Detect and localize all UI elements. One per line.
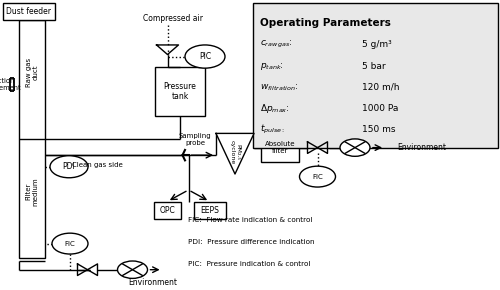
Text: $t_{pulse:}$: $t_{pulse:}$	[260, 123, 285, 136]
Text: Absolute
filter: Absolute filter	[264, 141, 295, 154]
Text: $p_{tank}$:: $p_{tank}$:	[260, 61, 284, 72]
Circle shape	[52, 233, 88, 254]
Text: OPC: OPC	[160, 206, 175, 215]
Text: $w_{filtration}$:: $w_{filtration}$:	[260, 82, 298, 93]
Bar	[155, 67, 205, 116]
Text: $c_{raw\,gas}$:: $c_{raw\,gas}$:	[260, 39, 293, 50]
Text: 5 bar: 5 bar	[362, 61, 386, 71]
Text: Operating Parameters: Operating Parameters	[260, 18, 391, 28]
Text: Compressed air: Compressed air	[142, 14, 203, 23]
Text: $\Delta p_{max}$:: $\Delta p_{max}$:	[260, 102, 290, 115]
Text: Environment: Environment	[128, 278, 177, 287]
Polygon shape	[216, 133, 254, 174]
Text: Clean gas side: Clean gas side	[72, 162, 123, 168]
Text: 1000 Pa: 1000 Pa	[362, 104, 399, 113]
Text: 5 g/m³: 5 g/m³	[362, 40, 392, 50]
Text: Raw gas
duct: Raw gas duct	[26, 58, 38, 87]
Text: Pressure
tank: Pressure tank	[164, 82, 196, 101]
Text: Dust feeder: Dust feeder	[6, 7, 52, 16]
Bar	[252, 3, 498, 148]
Text: Extinction
measurement: Extinction measurement	[0, 78, 21, 91]
Circle shape	[185, 45, 225, 68]
Text: FIC: FIC	[64, 241, 76, 246]
Circle shape	[300, 166, 336, 187]
Circle shape	[340, 139, 370, 156]
Bar	[154, 202, 181, 219]
Bar	[194, 202, 226, 219]
Text: PIC:  Pressure indication & control: PIC: Pressure indication & control	[188, 261, 310, 267]
Circle shape	[50, 156, 88, 178]
Text: FIC: FIC	[312, 174, 323, 180]
Text: EEPS: EEPS	[200, 206, 219, 215]
Text: Environment: Environment	[398, 143, 446, 152]
Text: PIC: PIC	[199, 52, 211, 61]
Text: Filter
medium: Filter medium	[26, 177, 38, 206]
Text: FIC:  Flow rate indication & control: FIC: Flow rate indication & control	[188, 218, 312, 223]
Circle shape	[118, 261, 148, 278]
Text: PM₂.₅
cyclone: PM₂.₅ cyclone	[230, 139, 240, 164]
Text: 150 ms: 150 ms	[362, 125, 396, 134]
Bar	[2, 3, 55, 20]
Text: 120 m/h: 120 m/h	[362, 83, 400, 92]
Text: PDI: PDI	[62, 162, 76, 171]
Text: Sampling
probe: Sampling probe	[178, 133, 212, 146]
Text: PDI:  Pressure difference indication: PDI: Pressure difference indication	[188, 239, 314, 245]
Bar	[19, 20, 45, 258]
Bar	[261, 133, 298, 162]
